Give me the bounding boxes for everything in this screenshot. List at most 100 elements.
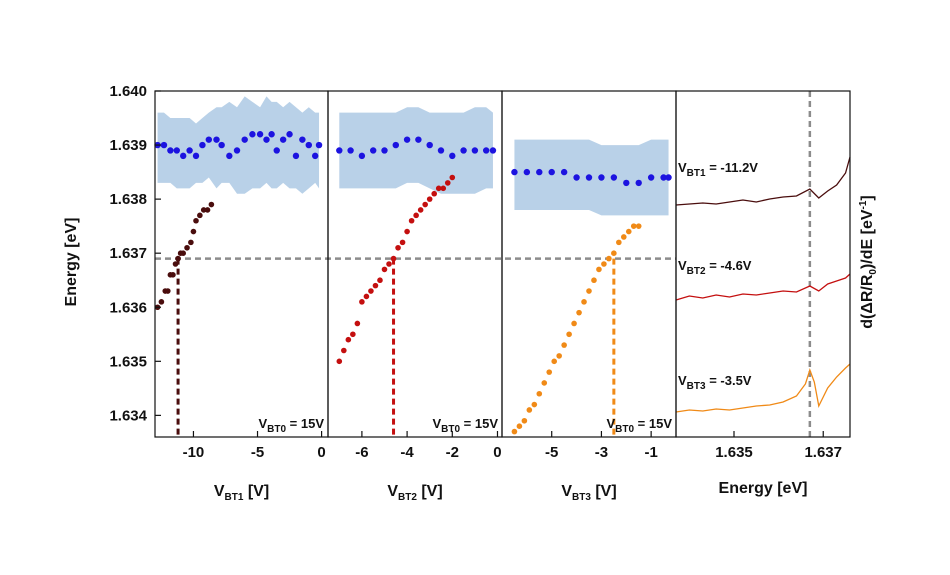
point-blue-VBT2 — [449, 152, 456, 160]
point-blue-VBT1 — [233, 147, 241, 154]
point-blue-VBT1 — [199, 141, 206, 149]
point-blue-VBT3 — [623, 179, 630, 187]
point-blue-VBT2 — [392, 141, 399, 149]
point-blue-VBT2 — [347, 147, 354, 154]
point-blue-VBT1 — [167, 147, 174, 154]
spectrum-line-BT2 — [675, 273, 851, 301]
point-blue-VBT1 — [256, 131, 264, 138]
point-blue-VBT2 — [358, 152, 366, 160]
point-blue-VBT1 — [192, 152, 200, 160]
point-VBT3 — [625, 228, 632, 235]
point-blue-VBT3 — [511, 168, 518, 176]
point-VBT1 — [165, 288, 171, 294]
point-blue-VBT3 — [560, 168, 568, 176]
point-VBT3 — [635, 223, 642, 229]
point-blue-VBT2 — [369, 147, 377, 154]
point-VBT2 — [417, 207, 424, 213]
point-blue-VBT1 — [273, 147, 280, 154]
point-blue-VBT2 — [336, 147, 343, 154]
point-VBT2 — [399, 239, 406, 246]
point-VBT2 — [408, 217, 415, 224]
point-blue-VBT1 — [305, 141, 312, 149]
y-tick-label: 1.635 — [109, 353, 147, 370]
point-blue-VBT2 — [415, 136, 422, 143]
point-blue-VBT3 — [647, 174, 655, 181]
point-VBT3 — [561, 342, 567, 348]
point-VBT3 — [616, 239, 622, 246]
point-VBT3 — [511, 428, 518, 435]
spectrum-line-BT1 — [675, 156, 851, 206]
point-VBT3 — [526, 407, 533, 413]
annotation-VBT2: VBT0 = 15V — [432, 416, 498, 435]
point-VBT3 — [571, 320, 577, 327]
point-blue-VBT2 — [489, 147, 497, 154]
x-tick-label: -5 — [545, 444, 558, 461]
axis-ticks: -10 -5 0 -6 -4 -2 0 -5 -3 -1 1.634 1.635 1.636 1.637 1… — [109, 83, 842, 461]
point-VBT1 — [158, 299, 165, 305]
point-VBT2 — [390, 255, 397, 262]
x-tick-label: -4 — [400, 444, 414, 461]
point-blue-VBT3 — [598, 174, 605, 181]
point-blue-VBT1 — [311, 152, 319, 160]
point-blue-VBT1 — [263, 136, 270, 143]
point-VBT1 — [172, 261, 179, 267]
point-VBT3 — [601, 261, 607, 267]
x-tick-label: -10 — [183, 444, 205, 461]
point-blue-VBT2 — [381, 147, 388, 154]
point-blue-VBT1 — [286, 131, 293, 138]
point-VBT3 — [531, 401, 538, 408]
point-blue-VBT1 — [268, 131, 275, 138]
x-tick-label: -3 — [595, 444, 608, 461]
point-VBT2 — [372, 282, 379, 289]
point-VBT3 — [586, 288, 592, 294]
point-VBT3 — [591, 277, 597, 284]
point-blue-VBT1 — [292, 152, 300, 160]
x-tick-label: -5 — [251, 444, 264, 461]
y-tick-label: 1.634 — [109, 407, 147, 424]
point-blue-VBT3 — [548, 168, 555, 176]
point-VBT3 — [611, 250, 617, 256]
point-VBT3 — [556, 353, 562, 359]
reference-lines — [155, 91, 812, 437]
point-VBT2 — [336, 358, 343, 365]
x-tick-label: 0 — [493, 444, 501, 461]
point-blue-VBT3 — [635, 179, 642, 187]
point-blue-VBT1 — [186, 147, 193, 154]
band-VBT1 — [157, 96, 320, 194]
x-tick-label: -6 — [355, 444, 368, 461]
x-tick-label: 0 — [317, 444, 325, 461]
series-label-BT3: VBT3 = -3.5V — [678, 373, 752, 392]
point-VBT3 — [576, 309, 582, 316]
x-tick-label: -2 — [446, 444, 459, 461]
point-blue-VBT1 — [218, 141, 225, 149]
point-VBT3 — [541, 380, 548, 386]
point-VBT2 — [354, 320, 361, 327]
point-VBT2 — [444, 180, 451, 186]
point-VBT1 — [204, 207, 211, 213]
point-blue-VBT3 — [523, 168, 531, 176]
point-VBT1 — [175, 255, 181, 262]
point-VBT1 — [200, 207, 207, 213]
point-VBT2 — [345, 336, 352, 343]
point-VBT2 — [395, 244, 401, 251]
point-blue-VBT3 — [610, 174, 618, 181]
annotation-VBT1: VBT0 = 15V — [258, 416, 324, 435]
point-blue-VBT3 — [665, 174, 672, 181]
y-axis-title: Energy [eV] — [63, 218, 80, 307]
point-VBT1 — [188, 239, 194, 246]
point-blue-VBT1 — [241, 136, 248, 143]
point-VBT3 — [606, 255, 612, 262]
y-tick-label: 1.639 — [109, 137, 147, 154]
point-blue-VBT1 — [249, 131, 256, 138]
y-tick-label: 1.637 — [109, 245, 147, 262]
point-VBT3 — [536, 390, 543, 397]
point-VBT3 — [630, 223, 637, 229]
point-VBT1 — [193, 217, 199, 224]
point-blue-VBT2 — [426, 141, 433, 149]
axis-labels: VBT1 [V] VBT0 = 15V VBT2 [V] VBT0 = 15V VBT3… — [214, 160, 879, 503]
point-VBT1 — [170, 272, 176, 278]
band-VBT2 — [339, 107, 493, 194]
spectrum-line-BT3 — [675, 363, 851, 413]
point-VBT1 — [180, 250, 186, 256]
point-VBT2 — [386, 261, 392, 267]
